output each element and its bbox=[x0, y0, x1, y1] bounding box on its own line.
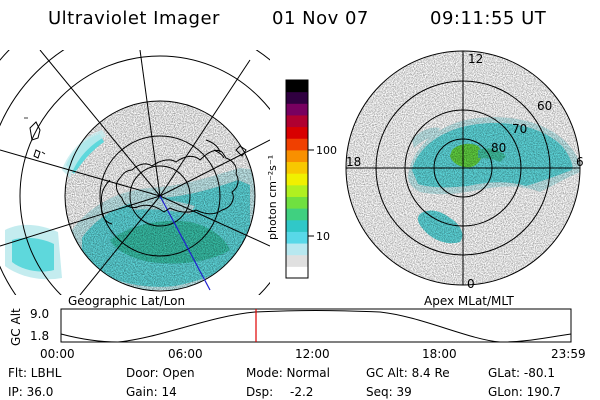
apex-map: 12 6 0 18 60 70 80 bbox=[345, 50, 584, 291]
colorbar-segment bbox=[286, 196, 308, 209]
mlt-label-6: 6 bbox=[576, 155, 584, 169]
colorbar: 100 10 photon cm⁻²s⁻¹ bbox=[266, 79, 337, 279]
colorbar-segment bbox=[286, 254, 308, 267]
geo-grid bbox=[0, 50, 270, 295]
colorbar-segment bbox=[286, 138, 308, 151]
mlt-label-0: 0 bbox=[467, 277, 475, 291]
date: 01 Nov 07 bbox=[272, 8, 369, 29]
time: 09:11:55 UT bbox=[430, 8, 547, 29]
colorbar-segment bbox=[286, 231, 308, 244]
info-dsp-value: -2.2 bbox=[290, 385, 313, 399]
colorbar-tick-100: 100 bbox=[316, 144, 337, 157]
colorbar-segment bbox=[286, 91, 308, 104]
colorbar-segment bbox=[286, 219, 308, 232]
alt-xtick-2359: 23:59 bbox=[551, 347, 586, 361]
meridian-line bbox=[159, 195, 211, 291]
mlat-label-80: 80 bbox=[491, 141, 506, 155]
info-flt: Flt: LBHL bbox=[8, 366, 62, 380]
info-seq: Seq: 39 bbox=[366, 385, 412, 399]
altitude-curve bbox=[60, 310, 572, 343]
info-gain: Gain: 14 bbox=[126, 385, 177, 399]
colorbar-segment bbox=[286, 161, 308, 174]
alt-ytick-1.8: 1.8 bbox=[30, 329, 49, 343]
info-block: Flt: LBHL IP: 36.0 Door: Open Gain: 14 M… bbox=[8, 366, 561, 399]
geo-caption: Geographic Lat/Lon bbox=[68, 294, 185, 308]
info-ip: IP: 36.0 bbox=[8, 385, 53, 399]
colorbar-segment bbox=[286, 184, 308, 197]
colorbar-stack bbox=[286, 80, 308, 279]
alt-xtick-0600: 06:00 bbox=[168, 347, 203, 361]
mlat-label-70: 70 bbox=[512, 122, 527, 136]
colorbar-segment bbox=[286, 266, 308, 279]
altitude-strip: 9.0 1.8 GC Alt 00:00 06:00 12:00 18:00 2… bbox=[9, 307, 586, 361]
info-door: Door: Open bbox=[126, 366, 195, 380]
alt-ytick-9: 9.0 bbox=[30, 307, 49, 321]
colorbar-segment bbox=[286, 208, 308, 221]
info-dsp: Dsp: bbox=[246, 385, 273, 399]
mlat-label-60: 60 bbox=[537, 99, 552, 113]
alt-xtick-1800: 18:00 bbox=[422, 347, 457, 361]
geographic-map bbox=[0, 50, 270, 295]
info-glon: GLon: 190.7 bbox=[488, 385, 561, 399]
colorbar-segment bbox=[286, 126, 308, 139]
apex-grid bbox=[345, 50, 581, 286]
colorbar-segment bbox=[286, 114, 308, 128]
colorbar-segment bbox=[286, 149, 308, 163]
info-gc-alt: GC Alt: 8.4 Re bbox=[366, 366, 450, 380]
colorbar-segment bbox=[286, 173, 308, 186]
alt-xtick-0000: 00:00 bbox=[40, 347, 75, 361]
mlt-label-18: 18 bbox=[346, 155, 361, 169]
info-glat: GLat: -80.1 bbox=[488, 366, 555, 380]
continent-outline bbox=[115, 149, 239, 215]
alt-xtick-1200: 12:00 bbox=[295, 347, 330, 361]
apex-caption: Apex MLat/MLT bbox=[424, 294, 514, 308]
colorbar-label: photon cm⁻²s⁻¹ bbox=[266, 155, 279, 240]
colorbar-segment bbox=[286, 243, 308, 256]
alt-axis-label: GC Alt bbox=[9, 308, 23, 346]
colorbar-segment bbox=[286, 80, 308, 93]
mlt-label-12: 12 bbox=[468, 52, 483, 66]
title: Ultraviolet Imager bbox=[48, 8, 220, 29]
colorbar-segment bbox=[286, 103, 308, 116]
info-mode: Mode: Normal bbox=[246, 366, 330, 380]
colorbar-tick-10: 10 bbox=[316, 230, 330, 243]
